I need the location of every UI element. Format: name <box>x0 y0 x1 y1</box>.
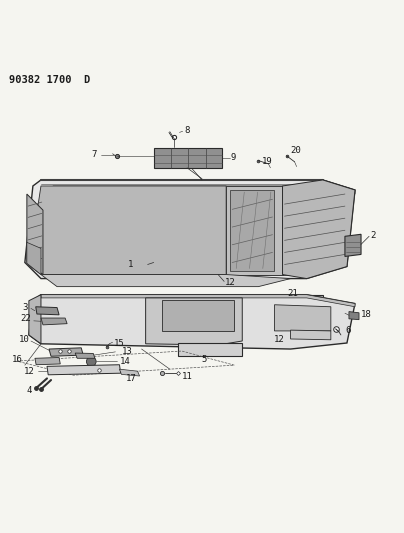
Polygon shape <box>274 305 331 331</box>
Text: 1: 1 <box>128 260 134 269</box>
Circle shape <box>200 345 208 353</box>
Polygon shape <box>41 180 355 194</box>
Polygon shape <box>27 194 43 274</box>
Text: 17: 17 <box>126 374 136 383</box>
Polygon shape <box>29 295 355 349</box>
Text: 9: 9 <box>231 154 236 162</box>
Polygon shape <box>41 274 290 287</box>
Text: 16: 16 <box>12 356 23 365</box>
Text: 13: 13 <box>122 346 132 356</box>
Polygon shape <box>307 295 323 307</box>
Circle shape <box>139 201 193 256</box>
Polygon shape <box>162 300 234 331</box>
Polygon shape <box>154 148 222 168</box>
Circle shape <box>144 207 187 251</box>
Text: 12: 12 <box>225 278 236 287</box>
Polygon shape <box>145 298 242 345</box>
Circle shape <box>311 297 319 305</box>
Text: 12: 12 <box>274 335 284 344</box>
Polygon shape <box>282 180 355 279</box>
Circle shape <box>104 207 147 251</box>
Text: 21: 21 <box>287 289 298 298</box>
Text: 7: 7 <box>91 150 97 159</box>
Text: 18: 18 <box>361 310 372 319</box>
Polygon shape <box>230 190 274 271</box>
Text: 12: 12 <box>24 367 35 376</box>
Text: 15: 15 <box>114 340 125 348</box>
Text: 10: 10 <box>19 335 29 344</box>
Text: 90382 1700  D: 90382 1700 D <box>9 75 90 85</box>
Polygon shape <box>29 186 226 274</box>
Polygon shape <box>178 343 242 356</box>
Text: 4: 4 <box>27 386 32 395</box>
Circle shape <box>58 201 113 256</box>
Polygon shape <box>36 307 59 315</box>
Polygon shape <box>75 353 95 358</box>
Text: 11: 11 <box>182 372 193 381</box>
Text: 5: 5 <box>201 354 207 364</box>
Circle shape <box>149 213 182 245</box>
Circle shape <box>69 213 101 245</box>
Polygon shape <box>120 369 140 376</box>
Text: 22: 22 <box>20 314 31 324</box>
Polygon shape <box>27 243 41 274</box>
Polygon shape <box>345 235 361 256</box>
Text: 8: 8 <box>184 126 189 135</box>
Text: 3: 3 <box>23 303 28 312</box>
Circle shape <box>98 201 153 256</box>
Polygon shape <box>29 295 41 344</box>
Polygon shape <box>290 330 331 340</box>
Circle shape <box>86 357 96 366</box>
Text: 2: 2 <box>370 231 375 240</box>
Polygon shape <box>349 312 359 320</box>
Text: 14: 14 <box>120 357 130 366</box>
Text: 19: 19 <box>261 157 272 166</box>
Circle shape <box>63 207 107 251</box>
Polygon shape <box>226 186 282 274</box>
Polygon shape <box>41 318 67 325</box>
Polygon shape <box>47 365 121 375</box>
Polygon shape <box>25 180 355 279</box>
Polygon shape <box>49 348 83 356</box>
Polygon shape <box>41 295 355 307</box>
Circle shape <box>109 213 142 245</box>
Polygon shape <box>41 186 331 276</box>
Polygon shape <box>35 358 60 365</box>
Text: 6: 6 <box>345 326 350 335</box>
Text: 20: 20 <box>290 146 301 155</box>
